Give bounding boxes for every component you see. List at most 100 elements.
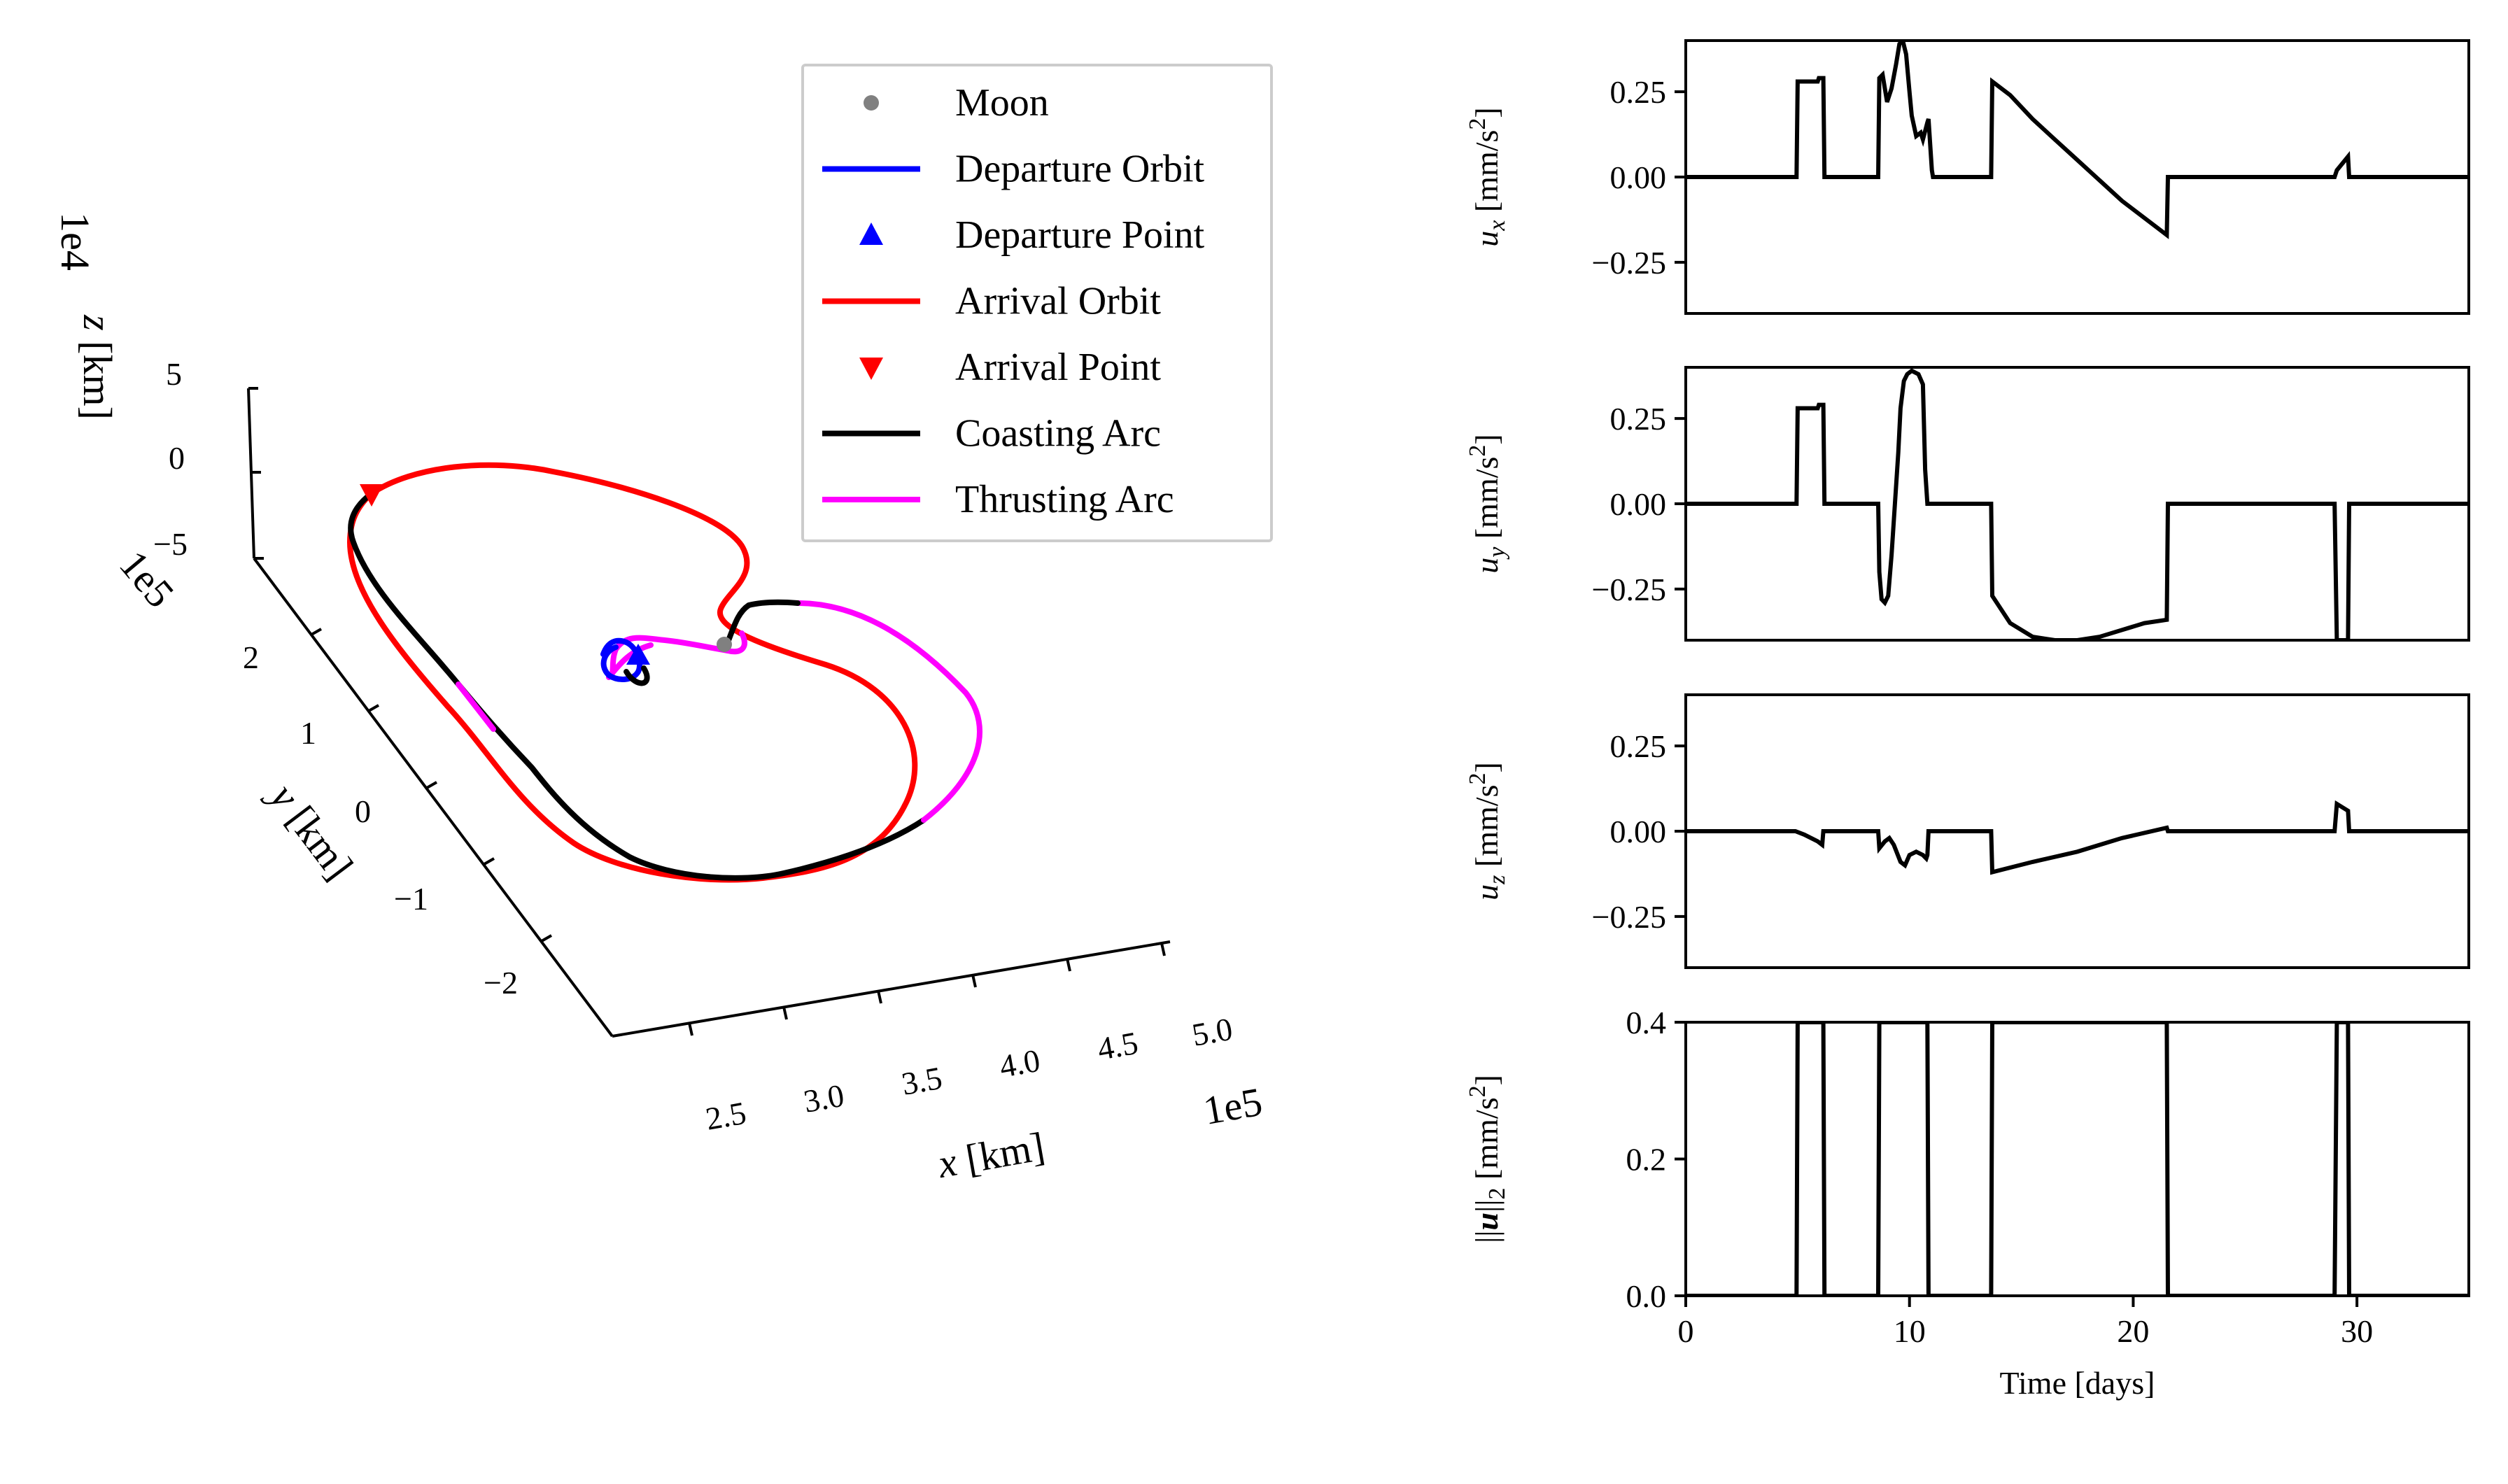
y-axis-spine (253, 557, 614, 1038)
y-tick-mark (541, 934, 552, 942)
y-tick-label: 0.00 (1610, 160, 1667, 195)
y-tick-label: 0.00 (1610, 486, 1667, 522)
arrival-point-marker (360, 484, 383, 507)
control-series-line (1686, 800, 2469, 875)
y-tick-label: 0.0 (1626, 1278, 1667, 1314)
legend-dot-swatch (864, 95, 879, 111)
y-tick-label: 0.00 (1610, 814, 1667, 849)
y-tick-mark (426, 781, 437, 789)
y-axis-label: uy [mm/s2] (1465, 434, 1510, 573)
x-tick-mark (971, 974, 977, 988)
unit-close: ] (1469, 762, 1505, 772)
y-tick-label: −0.25 (1592, 572, 1666, 607)
y-tick-label: 1 (300, 715, 316, 751)
x-axis-offset: 1e5 (1200, 1079, 1266, 1134)
subplot-frame (1684, 1021, 2470, 1297)
unit-text: [mm/s (1469, 457, 1505, 547)
y-axis-label: uz [mm/s2] (1465, 762, 1510, 900)
y-axis-label: y [km] (260, 772, 362, 888)
unit-close: ] (1469, 434, 1505, 444)
x-tick-label: 3.0 (801, 1077, 847, 1119)
x-tick-label: 4.5 (1095, 1025, 1141, 1067)
unit-close: ] (1469, 107, 1505, 118)
y-tick-label: −0.25 (1592, 899, 1666, 935)
x-tick-mark (782, 1006, 788, 1020)
y-tick-label: −0.25 (1592, 245, 1666, 281)
z-tick-label: 5 (166, 356, 182, 392)
norm-symbol: u (1469, 1213, 1505, 1231)
control-panel-1: 0.25 0.00 −0.25 ux [mm/s2] (1465, 39, 2470, 315)
y-tick-label: 0.2 (1626, 1142, 1667, 1178)
coasting-arc-outer (348, 491, 927, 881)
unit-superscript: 2 (1465, 118, 1491, 130)
unit-superscript: 2 (1465, 1085, 1491, 1097)
legend-label: Thrusting Arc (955, 478, 1174, 521)
y-tick-label: −1 (394, 881, 428, 917)
legend-label: Arrival Orbit (955, 280, 1161, 323)
x-tick-label: 3.5 (899, 1060, 945, 1102)
legend-triangle-down-swatch (859, 358, 883, 380)
moon-marker (717, 637, 732, 652)
trajectory-3d-panel: 5 0 −5 2 1 0 −1 −2 2.5 3.0 3.5 4.0 4.5 5.0 z [km] 1e4… (52, 64, 1273, 1187)
x-tick-mark (1160, 942, 1166, 956)
symbol: u (1469, 884, 1505, 900)
legend-item: Coasting Arc (822, 412, 1161, 455)
legend-label: Departure Point (955, 213, 1205, 257)
control-panel-2: 0.25 0.00 −0.25 uy [mm/s2] (1465, 366, 2470, 642)
unit-superscript: 2 (1465, 773, 1491, 785)
x-tick-label: 5.0 (1190, 1011, 1235, 1053)
z-tick-label: 0 (169, 440, 185, 476)
legend-box (801, 64, 1273, 542)
legend-label: Moon (955, 81, 1049, 125)
subscript: x (1484, 220, 1510, 232)
legend-triangle-up-swatch (859, 222, 883, 245)
y-tick-label: 0.25 (1610, 401, 1667, 437)
departure-point-marker (626, 644, 650, 665)
x-tick-label: 0 (1678, 1313, 1694, 1349)
control-panel-3: 0.25 0.00 −0.25 uz [mm/s2] (1465, 693, 2470, 969)
x-tick-mark (688, 1022, 693, 1036)
control-series-line (1686, 41, 2469, 239)
z-axis-label: z [km] (75, 314, 120, 420)
x-tick-mark (877, 990, 882, 1004)
z-axis-offset: 1e4 (52, 212, 98, 271)
axes-3d-tick-labels: 5 0 −5 2 1 0 −1 −2 2.5 3.0 3.5 4.0 4.5 5.0 (153, 356, 1235, 1137)
y-tick-mark (368, 704, 379, 712)
x-axis-label: x [km] (934, 1124, 1048, 1187)
y-tick-mark (311, 628, 322, 636)
thrusting-arc-1 (456, 681, 496, 732)
legend-item: Arrival Point (859, 346, 1161, 389)
x-axis-unit: [km] (952, 1124, 1048, 1184)
legend-label: Coasting Arc (955, 412, 1161, 455)
legend-label: Arrival Point (955, 346, 1161, 389)
x-tick-label: 2.5 (703, 1095, 749, 1137)
legend-item: Departure Point (859, 213, 1205, 257)
unit-superscript: 2 (1465, 445, 1491, 457)
norm-subscript: 2 (1484, 1187, 1510, 1199)
norm-open: || (1469, 1230, 1505, 1243)
y-tick-mark (484, 857, 495, 865)
z-tick-label: −5 (153, 526, 188, 562)
coasting-arc-departure (624, 665, 650, 686)
z-axis-symbol: z (75, 314, 120, 331)
z-axis-unit: [km] (75, 331, 120, 420)
y-tick-label: −2 (484, 965, 518, 1001)
arrival-orbit-curve (347, 462, 918, 883)
coasting-arc-inner (725, 599, 801, 645)
y-tick-label: 0.25 (1610, 728, 1667, 764)
legend-item: Departure Orbit (822, 148, 1205, 191)
norm-close: || (1469, 1199, 1505, 1212)
trajectory-curves (347, 462, 982, 883)
unit-text: [mm/s (1469, 130, 1505, 220)
x-axis-spine (612, 940, 1171, 1038)
x-tick-label: 20 (2117, 1313, 2149, 1349)
x-tick-label: 4.0 (997, 1043, 1043, 1084)
unit-close: ] (1469, 1075, 1505, 1085)
x-tick-label: 10 (1894, 1313, 1926, 1349)
legend-item: Moon (864, 81, 1049, 125)
x-tick-label: 30 (2341, 1313, 2373, 1349)
unit-text: [mm/s (1469, 1097, 1505, 1187)
x-tick-mark (1066, 958, 1071, 972)
